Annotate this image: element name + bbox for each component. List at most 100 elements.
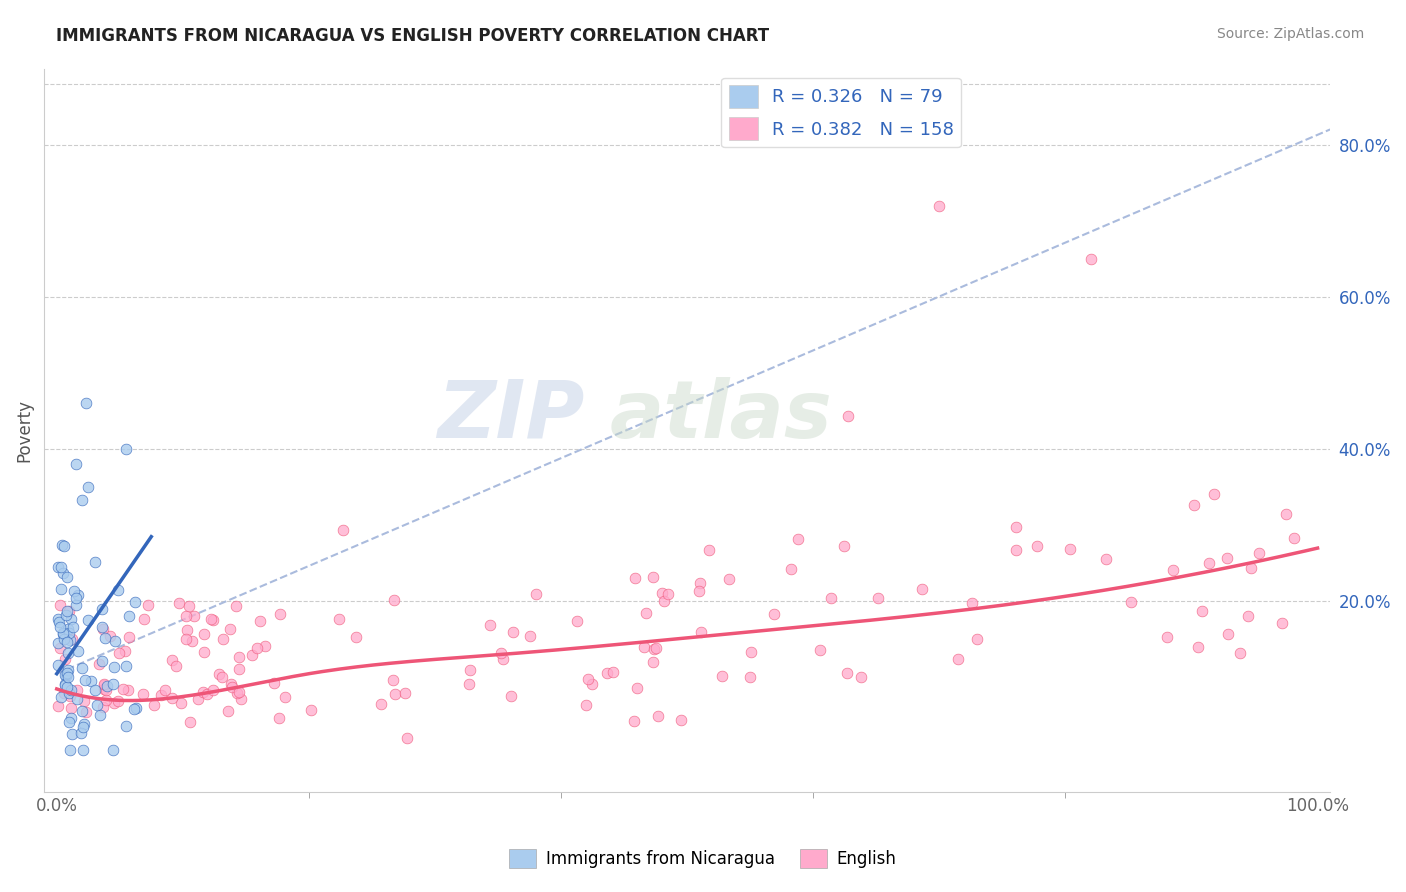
- Point: [626, 681, 648, 695]
- Point: [384, 687, 406, 701]
- Point: [103, 660, 125, 674]
- Point: [52, 627, 75, 641]
- Point: [381, 673, 404, 688]
- Point: [94, 693, 117, 707]
- Point: [479, 617, 502, 632]
- Point: [200, 612, 222, 626]
- Point: [228, 662, 250, 676]
- Point: [254, 639, 277, 653]
- Point: [1005, 543, 1028, 558]
- Point: [46, 612, 69, 626]
- Point: [211, 670, 233, 684]
- Point: [56, 680, 79, 694]
- Point: [63, 584, 86, 599]
- Point: [219, 622, 242, 636]
- Point: [58, 604, 80, 618]
- Point: [94, 631, 117, 645]
- Point: [48, 615, 70, 630]
- Point: [53, 677, 76, 691]
- Point: [108, 646, 131, 660]
- Point: [1240, 561, 1263, 575]
- Point: [1216, 627, 1239, 641]
- Y-axis label: Poverty: Poverty: [15, 399, 32, 461]
- Point: [689, 575, 711, 590]
- Point: [394, 686, 416, 700]
- Point: [1202, 487, 1225, 501]
- Point: [55, 678, 77, 692]
- Point: [688, 584, 710, 599]
- Point: [90, 620, 112, 634]
- Point: [153, 682, 176, 697]
- Point: [59, 711, 82, 725]
- Point: [98, 629, 121, 643]
- Point: [226, 686, 249, 700]
- Point: [165, 658, 187, 673]
- Point: [46, 699, 69, 714]
- Point: [167, 596, 190, 610]
- Point: [55, 669, 77, 683]
- Point: [86, 698, 108, 712]
- Point: [183, 608, 205, 623]
- Point: [69, 725, 91, 739]
- Point: [56, 605, 79, 619]
- Point: [132, 687, 155, 701]
- Point: [91, 602, 114, 616]
- Point: [67, 588, 90, 602]
- Point: [107, 694, 129, 708]
- Point: [502, 625, 524, 640]
- Point: [344, 630, 367, 644]
- Point: [93, 678, 115, 692]
- Point: [59, 701, 82, 715]
- Point: [179, 714, 201, 729]
- Point: [596, 665, 619, 680]
- Point: [77, 480, 100, 494]
- Point: [382, 593, 405, 607]
- Point: [89, 708, 111, 723]
- Point: [1284, 531, 1306, 545]
- Point: [647, 709, 669, 723]
- Point: [76, 705, 98, 719]
- Point: [60, 727, 83, 741]
- Point: [1026, 539, 1049, 553]
- Point: [669, 713, 692, 727]
- Point: [58, 663, 80, 677]
- Point: [49, 582, 72, 596]
- Point: [370, 697, 392, 711]
- Point: [58, 714, 80, 729]
- Point: [53, 667, 76, 681]
- Point: [191, 685, 214, 699]
- Legend: Immigrants from Nicaragua, English: Immigrants from Nicaragua, English: [503, 842, 903, 875]
- Point: [59, 689, 82, 703]
- Point: [114, 719, 136, 733]
- Point: [910, 582, 932, 597]
- Point: [1229, 646, 1251, 660]
- Point: [65, 599, 87, 613]
- Point: [93, 681, 115, 696]
- Point: [117, 682, 139, 697]
- Point: [1080, 252, 1102, 266]
- Point: [103, 697, 125, 711]
- Point: [49, 620, 72, 634]
- Point: [58, 626, 80, 640]
- Point: [94, 683, 117, 698]
- Point: [114, 644, 136, 658]
- Point: [225, 599, 247, 613]
- Point: [201, 613, 224, 627]
- Point: [643, 642, 665, 657]
- Point: [299, 702, 322, 716]
- Point: [56, 570, 79, 584]
- Point: [59, 743, 82, 757]
- Point: [787, 532, 810, 546]
- Point: [740, 645, 762, 659]
- Point: [174, 632, 197, 647]
- Point: [208, 667, 231, 681]
- Point: [332, 523, 354, 537]
- Text: IMMIGRANTS FROM NICARAGUA VS ENGLISH POVERTY CORRELATION CHART: IMMIGRANTS FROM NICARAGUA VS ENGLISH POV…: [56, 27, 769, 45]
- Point: [928, 198, 950, 212]
- Point: [59, 633, 82, 648]
- Point: [142, 698, 165, 713]
- Point: [779, 562, 801, 576]
- Point: [58, 686, 80, 700]
- Point: [643, 656, 665, 670]
- Point: [328, 612, 350, 626]
